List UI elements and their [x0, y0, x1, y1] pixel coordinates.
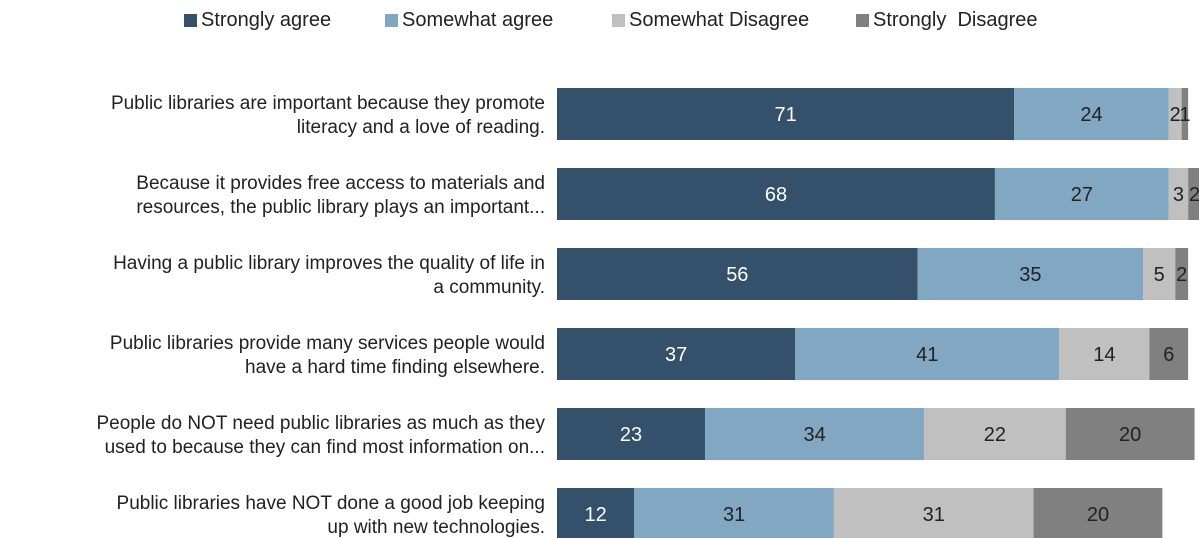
- bar-segment-strongly-agree: [557, 168, 995, 220]
- data-label-somewhat-agree: 35: [1019, 264, 1041, 286]
- bar-segment-strongly-disagree: [1181, 88, 1189, 140]
- data-label-somewhat-disagree: 14: [1093, 344, 1115, 366]
- category-label-line: literacy and a love of reading.: [297, 117, 545, 138]
- data-label-strongly-agree: 71: [774, 104, 796, 126]
- category-label: Because it provides free access to mater…: [136, 173, 545, 218]
- data-label-strongly-agree: 37: [665, 344, 687, 366]
- data-label-somewhat-agree: 31: [723, 504, 745, 526]
- data-label-somewhat-disagree: 31: [923, 504, 945, 526]
- category-labels: Public libraries are important because t…: [96, 93, 545, 538]
- data-label-strongly-agree: 56: [726, 264, 748, 286]
- bar-segment-strongly-disagree: [1065, 408, 1195, 460]
- category-label-line: Public libraries are important because t…: [111, 93, 545, 114]
- legend-label-somewhat-disagree: Somewhat Disagree: [629, 8, 810, 31]
- data-label-somewhat-agree: 24: [1080, 104, 1102, 126]
- bar-segment-strongly-agree: [557, 408, 706, 460]
- data-label-somewhat-agree: 27: [1071, 184, 1093, 206]
- bar-segment-somewhat-agree: [795, 328, 1060, 380]
- category-label-line: Public libraries have NOT done a good jo…: [117, 493, 545, 514]
- bar-segment-somewhat-agree: [1014, 88, 1169, 140]
- category-label-line: Public libraries provide many services p…: [110, 333, 545, 354]
- data-label-strongly-disagree: 6: [1163, 344, 1174, 366]
- data-label-somewhat-disagree: 3: [1173, 184, 1184, 206]
- category-label-line: used to because they can find most infor…: [105, 437, 545, 458]
- bar-segment-strongly-disagree: [1033, 488, 1163, 538]
- bar-segment-strongly-disagree: [1149, 328, 1189, 380]
- category-label-line: Because it provides free access to mater…: [136, 173, 545, 194]
- legend-item-strongly-agree: Strongly agree: [184, 8, 331, 32]
- bar-segment-somewhat-agree: [917, 248, 1144, 300]
- category-label-line: Having a public library improves the qua…: [113, 253, 545, 274]
- bar-segment-somewhat-disagree: [1168, 88, 1182, 140]
- bar-segment-somewhat-disagree: [833, 488, 1034, 538]
- category-label-line: a community.: [433, 277, 545, 298]
- chart-legend: Strongly agree Somewhat agree Somewhat D…: [0, 0, 1199, 40]
- category-label: Public libraries have NOT done a good jo…: [117, 493, 545, 538]
- category-label: Having a public library improves the qua…: [113, 253, 545, 298]
- data-label-strongly-agree: 12: [585, 504, 607, 526]
- bar-segment-strongly-disagree: [1188, 168, 1199, 220]
- data-label-strongly-agree: 23: [620, 424, 642, 446]
- legend-item-strongly-disagree: Strongly Disagree: [856, 8, 1038, 32]
- data-label-strongly-disagree: 1: [1179, 104, 1190, 126]
- category-label: Public libraries provide many services p…: [110, 333, 545, 378]
- legend-swatch-somewhat-agree: [385, 13, 398, 27]
- bar-segment-strongly-agree: [557, 488, 635, 538]
- bar-segment-somewhat-disagree: [924, 408, 1066, 460]
- bar-segment-somewhat-disagree: [1059, 328, 1150, 380]
- legend-swatch-strongly-agree: [184, 13, 197, 27]
- legend-label-strongly-disagree: Strongly Disagree: [873, 8, 1038, 31]
- data-label-somewhat-disagree: 5: [1154, 264, 1165, 286]
- category-label-line: People do NOT need public libraries as m…: [96, 413, 545, 434]
- bar-segment-somewhat-agree: [634, 488, 834, 538]
- legend-swatch-strongly-disagree: [856, 13, 869, 27]
- bar-segment-strongly-agree: [557, 328, 796, 380]
- legend-item-somewhat-agree: Somewhat agree: [385, 8, 553, 32]
- category-label: Public libraries are important because t…: [111, 93, 545, 138]
- bar-segment-strongly-disagree: [1175, 248, 1189, 300]
- bar-segment-strongly-agree: [557, 88, 1015, 140]
- bar-segment-strongly-agree: [557, 248, 918, 300]
- legend-label-somewhat-agree: Somewhat agree: [402, 8, 554, 31]
- data-label-somewhat-disagree: 2: [1170, 104, 1181, 126]
- data-label-somewhat-agree: 34: [803, 424, 825, 446]
- legend-label-strongly-agree: Strongly agree: [201, 8, 332, 31]
- data-label-strongly-disagree: 2: [1176, 264, 1187, 286]
- bar-segment-somewhat-disagree: [1168, 168, 1189, 220]
- category-label-line: up with new technologies.: [327, 517, 545, 538]
- data-label-strongly-disagree: 2: [1189, 184, 1199, 206]
- bar-segment-somewhat-agree: [705, 408, 925, 460]
- category-label-line: resources, the public library plays an i…: [136, 197, 545, 218]
- bar-segment-somewhat-agree: [994, 168, 1169, 220]
- data-label-somewhat-agree: 41: [916, 344, 938, 366]
- category-label-line: have a hard time finding elsewhere.: [245, 357, 545, 378]
- legend-swatch-somewhat-disagree: [612, 13, 625, 27]
- bar-segment-somewhat-disagree: [1143, 248, 1176, 300]
- data-label-somewhat-disagree: 22: [984, 424, 1006, 446]
- legend-item-somewhat-disagree: Somewhat Disagree: [612, 8, 809, 32]
- category-label: People do NOT need public libraries as m…: [96, 413, 545, 458]
- data-label-strongly-disagree: 20: [1087, 504, 1109, 526]
- data-label-strongly-disagree: 20: [1119, 424, 1141, 446]
- data-label-strongly-agree: 68: [765, 184, 787, 206]
